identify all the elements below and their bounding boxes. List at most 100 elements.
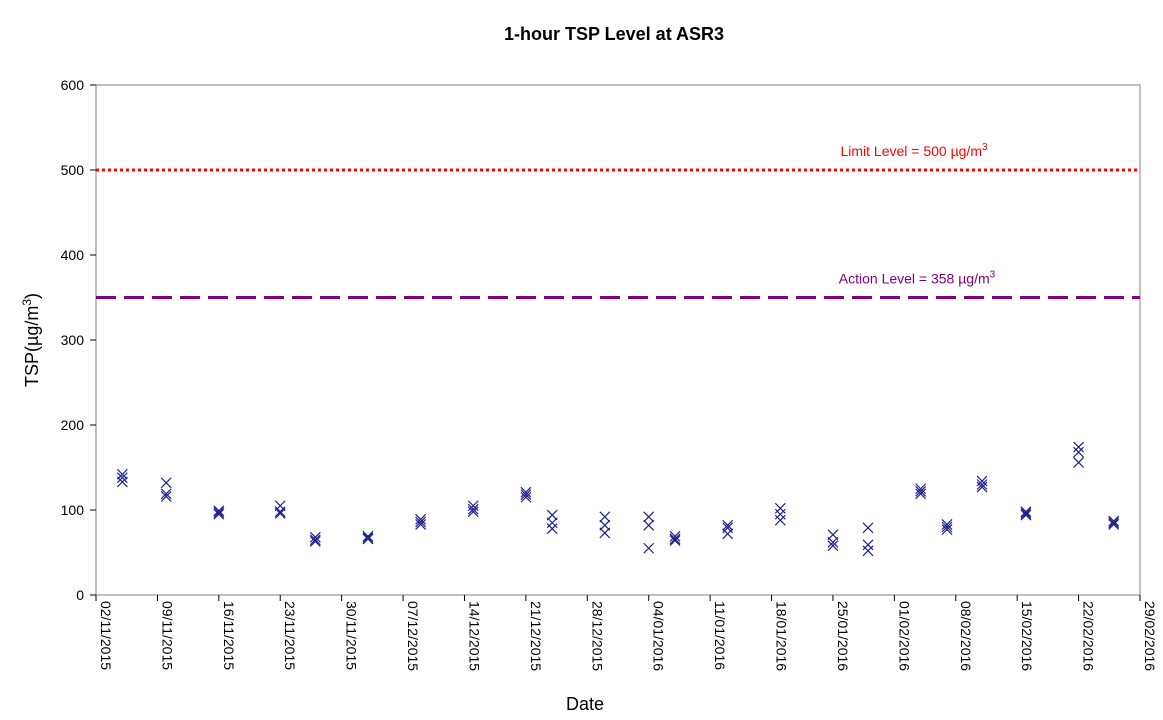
data-point <box>160 488 172 500</box>
x-tick-label: 22/02/2016 <box>1081 601 1097 671</box>
x-tick-label: 11/01/2016 <box>712 601 728 670</box>
data-point <box>467 506 479 518</box>
plot-area <box>95 84 1141 596</box>
data-point <box>1108 515 1120 527</box>
data-point <box>862 522 874 534</box>
data-point <box>362 533 374 545</box>
y-axis-label-main: TSP(µg/m <box>22 306 42 387</box>
data-point <box>274 506 286 518</box>
y-tick-label: 200 <box>61 417 85 433</box>
data-point <box>941 521 953 533</box>
data-point <box>941 519 953 530</box>
data-point <box>160 490 172 502</box>
x-tick-label: 25/01/2016 <box>835 601 851 671</box>
data-point <box>415 519 427 530</box>
y-tick-label: 100 <box>61 502 85 518</box>
data-point <box>546 509 558 521</box>
x-tick-label: 15/02/2016 <box>1019 601 1035 671</box>
data-point <box>827 540 839 552</box>
data-point <box>1020 509 1032 521</box>
data-point <box>915 485 927 497</box>
data-point <box>1073 446 1085 458</box>
data-point <box>415 516 427 528</box>
reference-lines: Limit Level = 500 µg/m3 Action Level = 35… <box>96 142 1140 299</box>
x-tick-label: 04/01/2016 <box>651 601 667 671</box>
x-tick-label: 16/11/2015 <box>221 601 237 670</box>
data-point <box>362 530 374 542</box>
data-point <box>827 529 839 541</box>
data-point <box>976 481 988 493</box>
x-tick-label: 14/12/2015 <box>466 601 482 671</box>
x-tick-label: 18/01/2016 <box>774 601 790 671</box>
chart-title: 1-hour TSP Level at ASR3 <box>504 24 724 44</box>
data-point <box>599 511 611 523</box>
y-tick-label: 0 <box>76 587 84 603</box>
data-point <box>1108 517 1120 529</box>
y-tick-label: 500 <box>61 162 85 178</box>
data-point <box>309 536 321 547</box>
data-point <box>862 545 874 557</box>
data-point <box>915 488 927 500</box>
data-point <box>160 477 172 489</box>
data-point <box>213 508 225 520</box>
data-point <box>520 491 532 503</box>
x-tick-label: 08/02/2016 <box>958 601 974 671</box>
data-point <box>669 530 681 542</box>
x-tick-label: 07/12/2015 <box>405 601 421 671</box>
x-tick-label: 01/02/2016 <box>896 601 912 671</box>
limit-level-label: Limit Level = 500 µg/m3 <box>840 142 988 159</box>
y-axis-label-close: ) <box>22 293 42 299</box>
data-point <box>1108 519 1120 530</box>
data-point <box>827 536 839 548</box>
x-tick-label: 09/11/2015 <box>159 601 175 670</box>
data-point <box>599 519 611 531</box>
data-point <box>1020 506 1032 518</box>
x-tick-label: 28/12/2015 <box>589 601 605 671</box>
x-tick-label: 21/12/2015 <box>528 601 544 671</box>
data-point <box>116 472 128 484</box>
y-axis: 0 100 200 300 400 500 600 <box>61 77 96 603</box>
y-axis-label-sup: 3 <box>20 299 34 306</box>
data-point <box>722 528 734 540</box>
x-tick-label: 02/11/2015 <box>98 601 114 670</box>
data-point <box>467 503 479 515</box>
data-point <box>669 533 681 545</box>
data-point <box>309 531 321 543</box>
y-axis-label: TSP(µg/m3) <box>20 293 42 387</box>
data-point <box>643 519 655 531</box>
x-tick-label: 23/11/2015 <box>282 601 298 670</box>
x-axis: 02/11/2015 09/11/2015 16/11/2015 23/11/2015… <box>95 595 1158 671</box>
x-axis-label: Date <box>566 694 604 714</box>
data-point <box>213 505 225 517</box>
data-point <box>941 524 953 535</box>
data-point <box>213 507 225 518</box>
x-tick-label: 30/11/2015 <box>344 601 360 670</box>
data-point <box>520 486 532 498</box>
data-point <box>1073 456 1085 468</box>
data-point <box>669 535 681 547</box>
data-point <box>1020 507 1032 519</box>
data-point <box>774 514 786 526</box>
data-point <box>116 476 128 488</box>
data-point <box>116 468 128 480</box>
data-point <box>976 479 988 490</box>
data-point <box>915 483 927 495</box>
data-point <box>722 519 734 531</box>
y-tick-label: 400 <box>61 247 85 263</box>
action-level-label: Action Level = 358 µg/m3 <box>839 270 996 287</box>
data-point <box>362 532 374 544</box>
data-point <box>520 489 532 501</box>
data-point <box>643 542 655 554</box>
y-tick-label: 600 <box>61 77 85 93</box>
y-tick-label: 300 <box>61 332 85 348</box>
data-point <box>274 507 286 519</box>
data-point <box>643 511 655 523</box>
data-point <box>309 534 321 546</box>
data-point <box>599 527 611 539</box>
data-point <box>1073 441 1085 453</box>
data-points <box>116 441 1120 557</box>
data-point <box>415 513 427 525</box>
data-point <box>546 523 558 535</box>
x-tick-label: 29/02/2016 <box>1142 601 1158 671</box>
